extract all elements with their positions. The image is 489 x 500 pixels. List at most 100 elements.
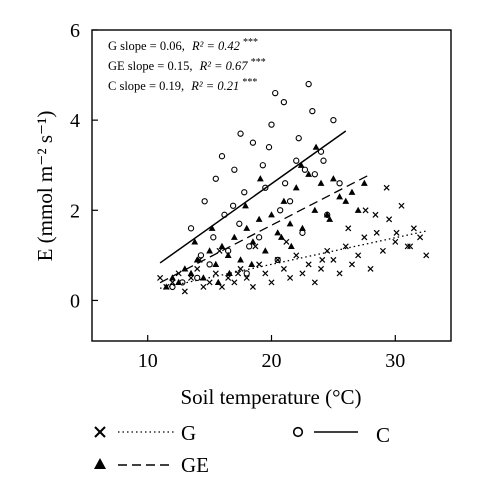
x-tick-label-30: 30 [385, 350, 405, 372]
data-point-ge [354, 206, 362, 213]
data-point-g [293, 252, 300, 259]
data-point-c [274, 256, 281, 264]
data-point-ge [311, 206, 319, 213]
data-point-g [262, 270, 269, 277]
data-point-c [320, 157, 327, 164]
stat-c-sig: *** [242, 77, 257, 88]
data-point-c [301, 166, 309, 173]
data-point-ge [248, 260, 256, 267]
fit-line-ge [159, 173, 371, 284]
data-point-c [272, 89, 279, 97]
data-point-ge [287, 242, 295, 249]
data-point-g [311, 279, 318, 286]
data-point-g [386, 216, 393, 223]
legend-marker-g [94, 426, 106, 438]
data-point-g [423, 252, 430, 259]
data-point-ge [256, 175, 264, 182]
stat-ge-label: GE slope = 0.15, [108, 59, 192, 73]
legend-label-ge: GE [181, 453, 209, 477]
data-point-g [417, 234, 424, 241]
data-point-ge [305, 170, 313, 177]
data-point-c [255, 234, 263, 241]
data-point-g [407, 243, 414, 250]
y-tick-label-0: 0 [70, 290, 80, 312]
data-point-c [259, 162, 266, 169]
data-point-g [169, 279, 176, 286]
y-tick-label-4: 4 [70, 110, 80, 132]
data-point-g [392, 238, 399, 245]
x-tick-label-10: 10 [138, 350, 158, 372]
stat-ge-sig: *** [251, 57, 266, 68]
data-point-ge [226, 269, 233, 276]
data-point-c [295, 135, 302, 142]
data-point-ge [326, 215, 334, 222]
data-point-g [330, 256, 337, 263]
legend: G C GE [94, 421, 390, 477]
data-point-ge [237, 256, 244, 263]
legend-marker-c [292, 426, 304, 438]
data-point-c [286, 198, 294, 205]
data-point-g [231, 279, 238, 286]
data-point-ge [286, 220, 294, 227]
data-point-c [210, 234, 217, 241]
data-point-ge [206, 247, 214, 254]
data-point-g [287, 274, 294, 281]
plot-frame [91, 29, 452, 342]
x-tick-label-20: 20 [262, 350, 282, 372]
data-point-g [299, 270, 306, 277]
data-point-g [194, 265, 201, 272]
y-axis-title: E (mmol m⁻² s⁻¹) [33, 111, 57, 262]
data-point-ge [299, 224, 306, 231]
fit-lines-layer [159, 130, 427, 289]
data-point-g [225, 274, 232, 281]
data-point-g [362, 207, 369, 214]
data-point-ge [268, 211, 275, 218]
data-point-c [305, 80, 312, 88]
legend-label-g: G [181, 421, 196, 445]
data-point-g [237, 265, 244, 272]
data-point-ge [312, 143, 320, 150]
stat-g-label: G slope = 0.06, [108, 39, 185, 53]
data-point-ge [336, 193, 343, 200]
data-point-g [348, 261, 355, 268]
data-point-ge [317, 179, 325, 186]
data-point-c [268, 121, 275, 128]
data-point-g [355, 252, 362, 259]
legend-marker-ge [94, 458, 106, 469]
data-point-c [201, 198, 208, 205]
legend-item-c: C [292, 423, 390, 447]
data-point-ge [187, 269, 195, 276]
data-point-g [188, 274, 195, 281]
data-point-g [319, 256, 326, 263]
data-point-c [336, 180, 343, 187]
data-point-c [281, 180, 289, 187]
data-point-c [212, 175, 219, 182]
data-point-c [229, 202, 237, 209]
data-point-c [265, 144, 273, 151]
stat-c-label: C slope = 0.19, [108, 79, 184, 93]
data-point-g [305, 261, 312, 268]
data-point-g [212, 270, 219, 277]
data-point-c [206, 261, 213, 268]
data-point-ge [242, 202, 249, 209]
data-point-ge [214, 278, 222, 286]
data-point-c [299, 229, 306, 236]
stat-line-ge: GE slope = 0.15, R² = 0.67 *** [108, 57, 266, 73]
data-point-ge [297, 161, 305, 168]
data-point-g [280, 265, 287, 272]
data-point-ge [249, 238, 257, 245]
fit-line-g [159, 230, 427, 289]
stat-ge-r2: R² = 0.67 [199, 59, 249, 73]
data-point-c [197, 252, 205, 259]
data-point-g [243, 274, 250, 281]
data-point-c [309, 107, 316, 115]
data-point-c [236, 220, 243, 227]
data-point-c [243, 270, 250, 277]
data-point-g [216, 247, 223, 254]
data-point-ge [191, 238, 199, 245]
y-tick-label-2: 2 [70, 200, 80, 222]
data-point-g [324, 247, 331, 254]
data-point-g [342, 243, 349, 250]
data-point-g [157, 274, 164, 281]
data-point-ge [212, 260, 220, 267]
